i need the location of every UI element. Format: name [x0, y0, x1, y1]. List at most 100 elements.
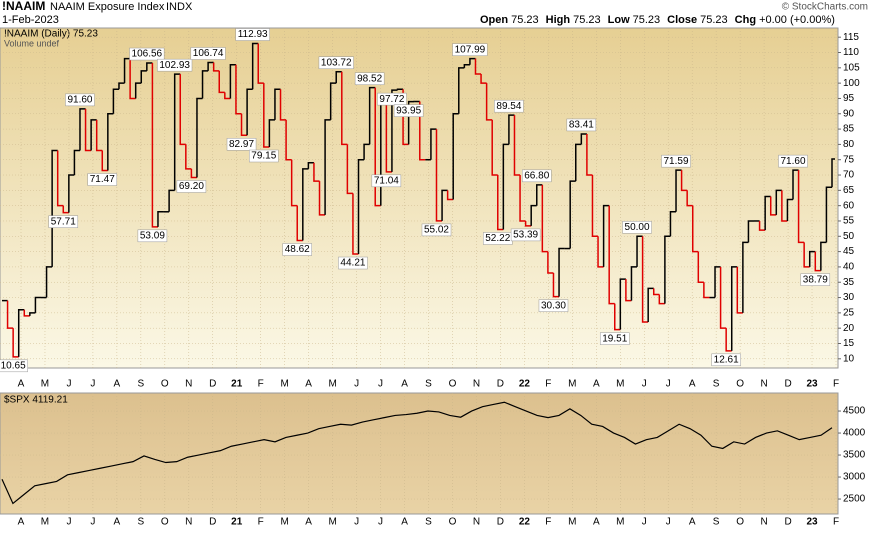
x-tick-label: A: [689, 379, 696, 390]
value-label: 57.71: [51, 216, 76, 227]
x-tick-label: F: [833, 517, 839, 528]
y-tick-label: 55: [843, 216, 855, 227]
value-label: 53.39: [513, 230, 538, 241]
exchange: INDX: [166, 1, 193, 13]
x-tick-label: J: [642, 379, 647, 390]
value-label: 30.30: [541, 300, 566, 311]
value-label: 48.62: [285, 244, 310, 255]
quote-value: +0.00 (+0.00%): [759, 14, 835, 26]
x-tick-label: S: [713, 517, 720, 528]
y-tick-label: 2500: [843, 494, 866, 505]
x-tick-label: J: [354, 379, 359, 390]
x-tick-label: J: [378, 517, 383, 528]
x-tick-label: N: [185, 517, 192, 528]
x-tick-label: 23: [806, 379, 818, 390]
value-label: 71.47: [90, 174, 115, 185]
x-tick-label: O: [161, 379, 169, 390]
x-tick-label: D: [784, 517, 791, 528]
value-label: 89.54: [496, 101, 521, 112]
date: 1-Feb-2023: [2, 14, 59, 26]
x-tick-label: N: [760, 517, 767, 528]
x-tick-label: F: [545, 379, 551, 390]
sublegend: Volume undef: [4, 38, 60, 48]
y-tick-label: 35: [843, 277, 855, 288]
y-tick-label: 85: [843, 124, 855, 135]
x-tick-label: A: [114, 379, 121, 390]
value-label: 71.04: [374, 175, 399, 186]
x-tick-label: 21: [231, 517, 243, 528]
quote-label: Open: [480, 14, 508, 26]
x-tick-label: O: [736, 379, 744, 390]
x-tick-label: A: [401, 379, 408, 390]
x-tick-label: S: [425, 517, 432, 528]
x-tick-label: 21: [231, 379, 243, 390]
value-label: 55.02: [424, 225, 449, 236]
x-tick-label: M: [281, 379, 289, 390]
x-tick-label: 22: [519, 379, 531, 390]
x-tick-label: J: [90, 379, 95, 390]
value-label: 97.72: [379, 94, 404, 105]
quote-value: 75.23: [633, 14, 661, 26]
spx-panel: [0, 393, 838, 514]
y-tick-label: 40: [843, 262, 855, 273]
symbol: !NAAIM: [2, 0, 45, 13]
x-tick-label: M: [568, 517, 576, 528]
value-label: 44.21: [340, 258, 365, 269]
value-label: 69.20: [179, 181, 204, 192]
x-tick-label: A: [401, 517, 408, 528]
x-tick-label: D: [209, 379, 216, 390]
y-tick-label: 4000: [843, 428, 866, 439]
value-label: 79.15: [251, 151, 276, 162]
x-tick-label: J: [378, 379, 383, 390]
quote-label: High: [546, 14, 571, 26]
x-tick-label: D: [209, 517, 216, 528]
x-tick-label: A: [593, 379, 600, 390]
value-label: 102.93: [159, 60, 190, 71]
value-label: 91.60: [67, 95, 92, 106]
y-tick-label: 115: [843, 32, 859, 43]
x-tick-label: O: [449, 517, 457, 528]
quote-value: 75.23: [511, 14, 539, 26]
x-tick-label: D: [497, 517, 504, 528]
y-tick-label: 45: [843, 246, 855, 257]
y-tick-label: 75: [843, 154, 855, 165]
x-tick-label: J: [354, 517, 359, 528]
value-label: 66.80: [524, 170, 549, 181]
main-panel: [0, 28, 838, 368]
x-tick-label: M: [616, 517, 624, 528]
x-tick-label: A: [593, 517, 600, 528]
x-tick-label: M: [328, 379, 336, 390]
x-tick-label: O: [736, 517, 744, 528]
x-tick-label: 23: [806, 517, 818, 528]
value-label: 106.74: [193, 48, 224, 59]
y-tick-label: 3000: [843, 472, 866, 483]
value-label: 93.95: [396, 105, 421, 116]
value-label: 12.61: [714, 354, 739, 365]
y-tick-label: 80: [843, 139, 855, 150]
y-tick-label: 20: [843, 323, 855, 334]
value-label: 10.65: [1, 360, 26, 371]
value-label: 53.09: [140, 230, 165, 241]
quote-value: 75.23: [573, 14, 601, 26]
y-tick-label: 25: [843, 308, 855, 319]
y-tick-label: 65: [843, 185, 855, 196]
x-tick-label: N: [760, 379, 767, 390]
value-label: 52.22: [485, 233, 510, 244]
value-label: 38.79: [803, 274, 828, 285]
y-tick-label: 30: [843, 292, 855, 303]
y-tick-label: 100: [843, 78, 860, 89]
x-tick-label: O: [449, 379, 457, 390]
x-tick-label: A: [305, 379, 312, 390]
value-label: 82.97: [229, 139, 254, 150]
y-tick-label: 60: [843, 200, 855, 211]
y-tick-label: 50: [843, 231, 855, 242]
x-tick-label: M: [568, 379, 576, 390]
x-tick-label: J: [666, 379, 671, 390]
x-tick-label: F: [258, 379, 264, 390]
value-label: 71.60: [780, 156, 805, 167]
y-tick-label: 95: [843, 93, 855, 104]
x-tick-label: F: [258, 517, 264, 528]
x-tick-label: J: [66, 517, 71, 528]
x-tick-label: N: [473, 517, 480, 528]
